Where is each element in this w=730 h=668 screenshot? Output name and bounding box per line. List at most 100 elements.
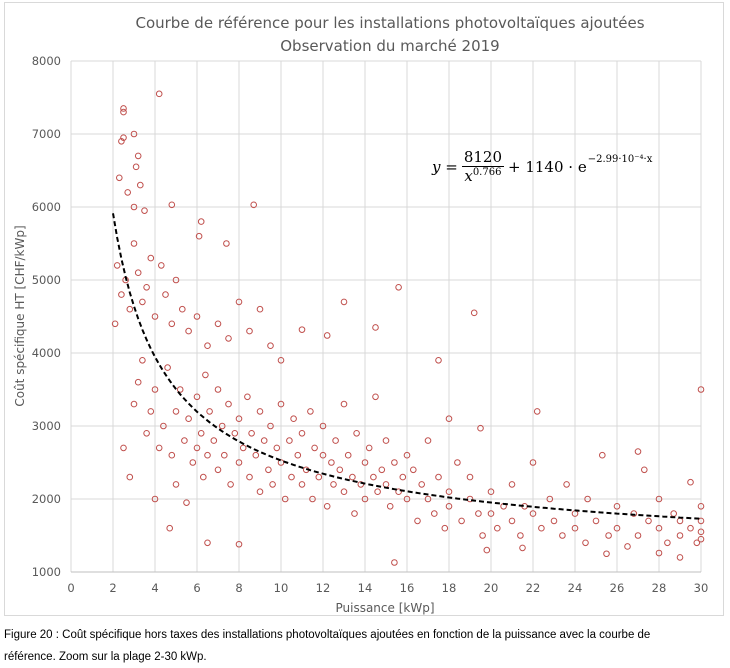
data-point: [454, 459, 461, 466]
data-point: [458, 517, 465, 525]
x-tick-label: 24: [568, 581, 583, 595]
data-point: [410, 466, 417, 474]
data-point: [132, 163, 140, 171]
data-point: [414, 517, 421, 525]
data-point: [372, 393, 379, 401]
data-point: [252, 451, 260, 459]
data-point: [470, 309, 478, 317]
data-point: [214, 466, 222, 474]
data-point: [265, 466, 272, 474]
data-point: [386, 503, 394, 510]
data-point: [599, 451, 606, 459]
data-point: [231, 430, 239, 437]
data-point: [330, 481, 337, 488]
chart-border: [4, 2, 724, 616]
data-point: [176, 386, 184, 393]
data-point: [487, 488, 495, 496]
data-point: [584, 495, 591, 503]
data-point: [655, 549, 663, 557]
data-point: [113, 262, 121, 269]
data-point: [395, 284, 402, 291]
data-point: [479, 532, 486, 539]
data-point: [538, 524, 545, 532]
data-point: [260, 437, 268, 444]
fit-equation: y = 8120 x0.766 + 1140 · e −2.99·10⁻⁴·x: [432, 148, 652, 185]
data-point: [111, 320, 119, 328]
data-point: [130, 203, 138, 211]
x-tick-label: 2: [109, 581, 116, 595]
data-point: [286, 437, 293, 444]
data-point: [664, 539, 671, 547]
data-point: [189, 459, 197, 466]
data-point: [382, 481, 390, 488]
data-point: [508, 517, 516, 525]
equation-numerator: 8120: [461, 148, 504, 167]
data-point: [353, 430, 360, 437]
data-point: [164, 364, 171, 371]
x-axis-label: Puissance [kWp]: [335, 601, 434, 615]
data-point: [655, 495, 663, 503]
data-point: [193, 393, 201, 401]
data-point: [185, 327, 192, 335]
data-point: [204, 451, 211, 459]
data-point: [197, 430, 205, 437]
equation-exponent: −2.99·10⁻⁴·x: [587, 154, 653, 165]
data-point: [529, 459, 537, 466]
data-point: [137, 181, 144, 189]
data-point: [445, 415, 453, 423]
y-tick-label: 4000: [32, 346, 61, 360]
data-point: [372, 324, 379, 331]
data-point: [269, 481, 276, 488]
data-point: [546, 495, 554, 503]
data-point: [508, 481, 516, 488]
data-point: [227, 481, 234, 488]
data-point: [391, 559, 398, 566]
data-point: [336, 466, 344, 474]
data-point: [435, 473, 442, 481]
data-point: [315, 473, 323, 481]
data-point: [183, 499, 190, 506]
data-point: [645, 517, 652, 525]
data-point: [519, 544, 526, 552]
data-point: [641, 466, 648, 474]
data-point: [235, 298, 243, 306]
data-point: [172, 408, 180, 415]
data-point: [624, 543, 631, 550]
data-point: [328, 459, 335, 466]
data-point: [445, 503, 453, 510]
data-point: [529, 510, 537, 517]
x-tick-label: 0: [67, 581, 74, 595]
fit-curve: [112, 213, 702, 520]
data-point: [166, 524, 173, 532]
data-point: [147, 254, 155, 262]
x-tick-label: 26: [610, 581, 625, 595]
data-point: [116, 174, 123, 182]
data-point: [206, 408, 213, 415]
data-point: [151, 313, 159, 320]
gridlines: [70, 60, 702, 573]
data-point: [582, 539, 589, 547]
data-point: [344, 451, 352, 459]
data-point: [697, 528, 705, 536]
y-tick-label: 8000: [32, 54, 61, 68]
data-point: [382, 437, 390, 444]
data-point: [559, 532, 566, 539]
y-axis-label: Coût spécifique HT [CHF/kWp]: [13, 225, 27, 406]
data-point: [571, 524, 579, 532]
data-point: [151, 495, 159, 503]
data-point: [349, 473, 356, 481]
data-point: [533, 408, 541, 415]
data-point: [323, 503, 331, 510]
data-point: [225, 400, 232, 408]
data-point: [134, 269, 142, 277]
scatter-chart: Courbe de référence pour les installatio…: [13, 14, 708, 615]
data-point: [655, 524, 663, 532]
data-point: [267, 342, 274, 350]
caption-line-2: référence. Zoom sur la plage 2-30 kWp.: [4, 651, 207, 663]
x-tick-label: 10: [274, 581, 289, 595]
data-point: [323, 332, 331, 339]
data-point: [235, 540, 243, 548]
data-point: [307, 408, 314, 415]
data-point: [361, 495, 369, 503]
